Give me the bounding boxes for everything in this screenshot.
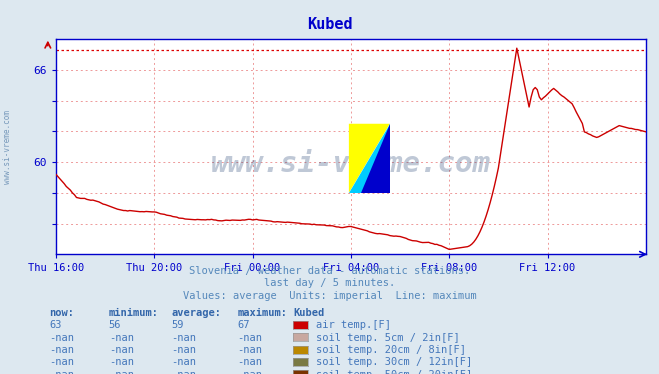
Text: -nan: -nan [171,358,196,367]
Text: soil temp. 20cm / 8in[F]: soil temp. 20cm / 8in[F] [316,345,467,355]
Text: -nan: -nan [109,333,134,343]
Text: soil temp. 5cm / 2in[F]: soil temp. 5cm / 2in[F] [316,333,460,343]
Text: last day / 5 minutes.: last day / 5 minutes. [264,279,395,288]
Text: Kubed: Kubed [306,17,353,32]
Text: -nan: -nan [237,333,262,343]
Text: 56: 56 [109,321,121,330]
Text: www.si-vreme.com: www.si-vreme.com [211,150,491,178]
Text: -nan: -nan [49,333,74,343]
Text: -nan: -nan [171,370,196,374]
Text: now:: now: [49,308,74,318]
Text: Kubed: Kubed [293,308,324,318]
Text: -nan: -nan [109,358,134,367]
Text: soil temp. 30cm / 12in[F]: soil temp. 30cm / 12in[F] [316,358,473,367]
Text: -nan: -nan [49,370,74,374]
Text: -nan: -nan [237,358,262,367]
Text: www.si-vreme.com: www.si-vreme.com [3,110,13,184]
Text: -nan: -nan [237,345,262,355]
Polygon shape [349,124,390,193]
Polygon shape [349,124,390,193]
Polygon shape [361,124,390,193]
Text: -nan: -nan [49,345,74,355]
Text: 63: 63 [49,321,62,330]
Text: Values: average  Units: imperial  Line: maximum: Values: average Units: imperial Line: ma… [183,291,476,301]
Text: -nan: -nan [109,345,134,355]
Text: -nan: -nan [237,370,262,374]
Text: -nan: -nan [171,345,196,355]
Text: -nan: -nan [109,370,134,374]
Text: soil temp. 50cm / 20in[F]: soil temp. 50cm / 20in[F] [316,370,473,374]
Text: average:: average: [171,308,221,318]
Text: Slovenia / weather data - automatic stations.: Slovenia / weather data - automatic stat… [189,266,470,276]
Text: minimum:: minimum: [109,308,159,318]
Text: maximum:: maximum: [237,308,287,318]
Text: 59: 59 [171,321,184,330]
Text: 67: 67 [237,321,250,330]
Text: -nan: -nan [171,333,196,343]
Text: air temp.[F]: air temp.[F] [316,321,391,330]
Text: -nan: -nan [49,358,74,367]
